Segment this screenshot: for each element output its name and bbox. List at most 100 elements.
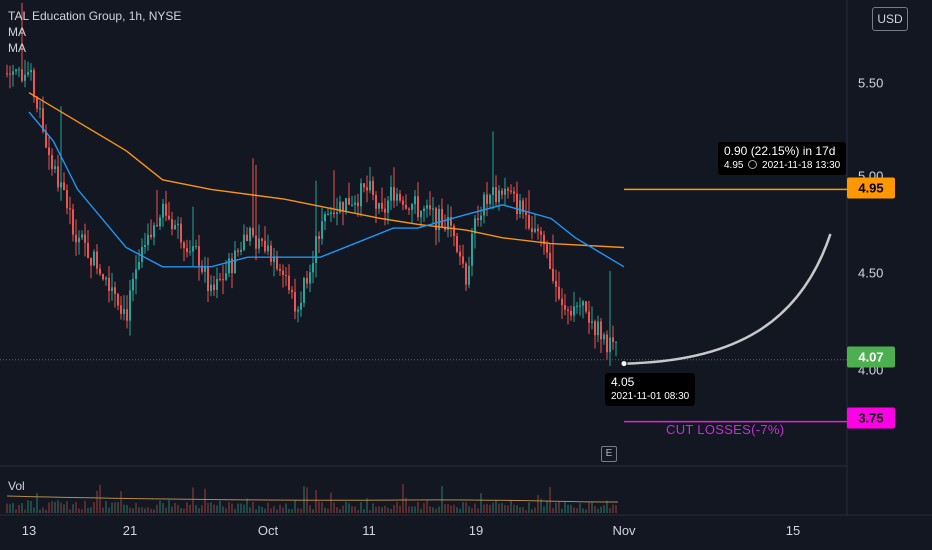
candle-body bbox=[441, 208, 443, 227]
volume-bar bbox=[99, 484, 101, 513]
volume-bar bbox=[201, 505, 203, 513]
candle-body bbox=[468, 265, 470, 285]
candle-body bbox=[444, 226, 446, 231]
point-tooltip: 4.05 2021-11-01 08:30 bbox=[605, 373, 696, 406]
projection-change: 0.90 (22.15%) in 17d bbox=[724, 144, 836, 158]
candle-body bbox=[603, 334, 605, 340]
volume-bar bbox=[471, 508, 473, 513]
candle-body bbox=[549, 252, 551, 269]
candle-body bbox=[192, 246, 194, 252]
candle-body bbox=[63, 182, 65, 190]
candle-body bbox=[84, 234, 86, 243]
volume-bar bbox=[228, 502, 230, 513]
volume-bar bbox=[168, 500, 170, 513]
candle-body bbox=[615, 341, 617, 343]
volume-bar bbox=[396, 501, 398, 513]
volume-bar bbox=[438, 506, 440, 513]
point-date: 2021-11-01 08:30 bbox=[611, 391, 690, 402]
candle-body bbox=[426, 205, 428, 209]
volume-bar bbox=[480, 493, 482, 513]
candle-body bbox=[135, 269, 137, 279]
candle-body bbox=[429, 205, 431, 210]
candle-body bbox=[219, 278, 221, 280]
currency-button[interactable]: USD bbox=[872, 7, 908, 31]
volume-bar bbox=[549, 487, 551, 513]
legend-title[interactable]: TAL Education Group, 1h, NYSE bbox=[8, 9, 182, 23]
volume-bar bbox=[600, 506, 602, 513]
candle-body bbox=[261, 238, 263, 241]
volume-bar bbox=[597, 508, 599, 513]
volume-bar bbox=[552, 508, 554, 513]
volume-bar bbox=[198, 508, 200, 513]
volume-bar bbox=[36, 492, 38, 513]
candle-body bbox=[174, 225, 176, 230]
volume-bar bbox=[54, 501, 56, 513]
volume-bar bbox=[426, 500, 428, 513]
volume-bar bbox=[348, 503, 350, 513]
volume-bar bbox=[282, 507, 284, 513]
volume-label[interactable]: Vol bbox=[8, 479, 25, 493]
volume-bar bbox=[174, 503, 176, 513]
legend-ma-2[interactable]: MA bbox=[8, 41, 26, 55]
volume-bar bbox=[141, 507, 143, 513]
candle-body bbox=[504, 188, 506, 195]
volume-bar bbox=[90, 507, 92, 513]
current-price-badge: 4.07 bbox=[847, 346, 895, 368]
candle-body bbox=[330, 212, 332, 214]
candle-body bbox=[489, 194, 491, 204]
volume-bar bbox=[462, 502, 464, 513]
volume-bar bbox=[384, 505, 386, 513]
candle-body bbox=[585, 301, 587, 312]
volume-bar bbox=[273, 506, 275, 513]
volume-bar bbox=[447, 504, 449, 513]
earnings-marker[interactable]: E bbox=[601, 446, 617, 462]
candle-body bbox=[354, 202, 356, 205]
candle-body bbox=[288, 275, 290, 291]
volume-bar bbox=[246, 498, 248, 513]
volume-bar bbox=[354, 506, 356, 513]
volume-bar bbox=[330, 492, 332, 513]
volume-bar bbox=[363, 509, 365, 513]
candle-body bbox=[552, 268, 554, 281]
candle-body bbox=[339, 201, 341, 213]
volume-bar bbox=[45, 509, 47, 513]
candle-body bbox=[366, 187, 368, 191]
candle-body bbox=[573, 306, 575, 316]
candle-body bbox=[612, 337, 614, 342]
volume-bar bbox=[477, 508, 479, 513]
volume-bar bbox=[414, 506, 416, 513]
y-tick-label: 4.50 bbox=[858, 265, 884, 281]
candle-body bbox=[222, 279, 224, 281]
candle-body bbox=[321, 221, 323, 239]
ma-fast-line bbox=[28, 111, 625, 268]
x-tick-label: 19 bbox=[468, 523, 484, 538]
volume-bar bbox=[114, 502, 116, 513]
x-tick-label: Oct bbox=[257, 523, 279, 538]
volume-bar bbox=[573, 507, 575, 513]
candle-body bbox=[309, 272, 311, 284]
volume-bar bbox=[357, 509, 359, 513]
candle-body bbox=[234, 250, 236, 274]
volume-bar bbox=[57, 500, 59, 513]
candle-body bbox=[213, 284, 215, 290]
candle-body bbox=[513, 191, 515, 194]
legend-ma-1[interactable]: MA bbox=[8, 25, 26, 39]
candle-body bbox=[72, 209, 74, 235]
volume-bar bbox=[138, 507, 140, 513]
candle-body bbox=[231, 258, 233, 274]
volume-bar bbox=[315, 490, 317, 513]
candle-body bbox=[558, 286, 560, 299]
volume-bar bbox=[423, 502, 425, 513]
volume-bar bbox=[171, 506, 173, 513]
projection-date: 2021-11-18 13:30 bbox=[762, 160, 841, 171]
candle-body bbox=[414, 196, 416, 205]
candle-body bbox=[327, 213, 329, 215]
candle-body bbox=[210, 284, 212, 292]
volume-bar bbox=[78, 508, 80, 513]
candle-body bbox=[498, 190, 500, 202]
volume-bar bbox=[288, 508, 290, 513]
candle-body bbox=[66, 189, 68, 209]
volume-bar bbox=[117, 502, 119, 513]
candle-body bbox=[108, 277, 110, 291]
